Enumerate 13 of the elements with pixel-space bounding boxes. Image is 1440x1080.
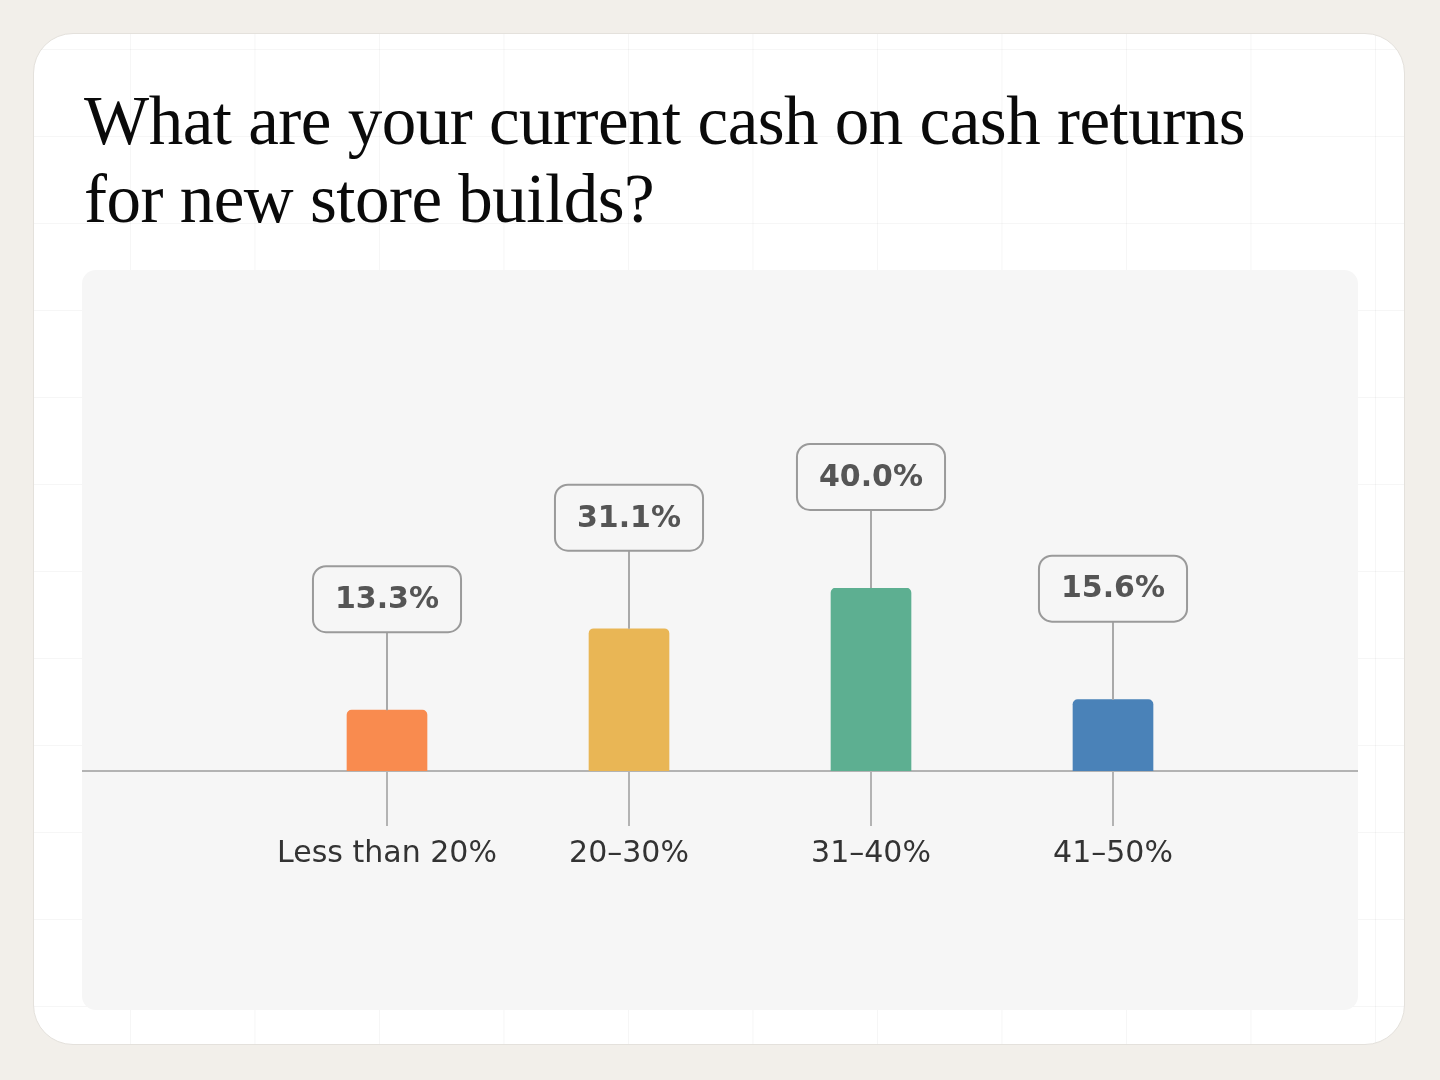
bar xyxy=(346,709,428,771)
bar xyxy=(830,588,912,771)
chart-title: What are your current cash on cash returns for new store builds? xyxy=(84,82,1247,238)
x-tick-label: 31–40% xyxy=(811,833,931,869)
data-label: 40.0% xyxy=(818,457,924,493)
x-tick-label: Less than 20% xyxy=(277,833,497,869)
x-tick-label: 41–50% xyxy=(1053,833,1173,869)
bar xyxy=(1072,699,1154,771)
data-label: 15.6% xyxy=(1060,569,1166,605)
data-label: 13.3% xyxy=(334,579,440,615)
x-tick-label: 20–30% xyxy=(569,833,689,869)
bar xyxy=(588,628,670,771)
data-label: 31.1% xyxy=(576,498,682,534)
